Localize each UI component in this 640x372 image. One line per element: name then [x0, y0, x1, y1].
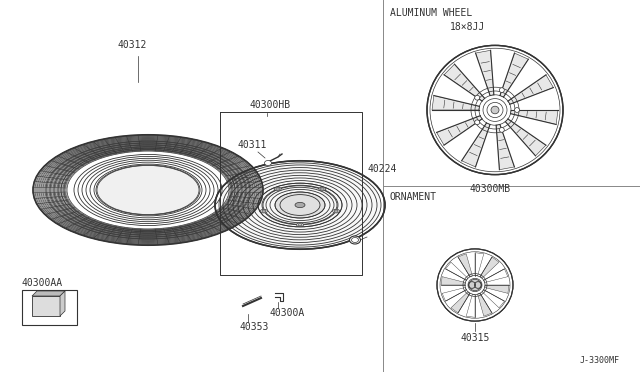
Ellipse shape	[262, 210, 266, 212]
Ellipse shape	[499, 88, 504, 93]
Polygon shape	[480, 257, 499, 278]
Text: 40300A: 40300A	[270, 308, 305, 318]
Polygon shape	[444, 119, 486, 161]
Ellipse shape	[349, 236, 360, 244]
Polygon shape	[466, 294, 475, 317]
Polygon shape	[477, 293, 492, 316]
Text: ALUMINUM WHEEL: ALUMINUM WHEEL	[390, 8, 472, 18]
Polygon shape	[506, 119, 546, 156]
Polygon shape	[442, 288, 467, 301]
Polygon shape	[482, 290, 504, 308]
Text: ORNAMENT: ORNAMENT	[390, 192, 437, 202]
Ellipse shape	[319, 187, 326, 191]
Text: 40353: 40353	[240, 322, 269, 332]
Polygon shape	[451, 292, 470, 313]
Polygon shape	[510, 87, 558, 110]
Ellipse shape	[97, 166, 199, 215]
Text: 40300MB: 40300MB	[469, 184, 511, 194]
Polygon shape	[508, 114, 556, 145]
Ellipse shape	[298, 224, 302, 226]
Polygon shape	[508, 75, 554, 104]
Ellipse shape	[321, 188, 324, 190]
Polygon shape	[491, 50, 515, 96]
Text: 40300AA: 40300AA	[22, 278, 63, 288]
Text: J-3300MF: J-3300MF	[580, 356, 620, 365]
Polygon shape	[484, 285, 509, 294]
Polygon shape	[461, 123, 490, 167]
Polygon shape	[434, 75, 482, 106]
Polygon shape	[432, 96, 479, 110]
Ellipse shape	[334, 210, 338, 212]
Polygon shape	[476, 50, 494, 96]
Ellipse shape	[295, 202, 305, 208]
Polygon shape	[445, 262, 468, 280]
Polygon shape	[454, 53, 490, 98]
Text: 18×8JJ: 18×8JJ	[450, 22, 485, 32]
Ellipse shape	[260, 209, 268, 213]
Ellipse shape	[275, 192, 325, 218]
Polygon shape	[32, 296, 60, 316]
Polygon shape	[458, 254, 472, 277]
Polygon shape	[475, 253, 484, 276]
Polygon shape	[60, 291, 65, 316]
Ellipse shape	[264, 160, 271, 166]
Polygon shape	[496, 125, 515, 170]
Ellipse shape	[469, 279, 481, 291]
Polygon shape	[32, 291, 65, 296]
Ellipse shape	[475, 120, 480, 125]
Text: 40312: 40312	[118, 40, 147, 50]
Bar	[22, 290, 77, 325]
Polygon shape	[436, 116, 482, 145]
Ellipse shape	[276, 188, 280, 190]
Ellipse shape	[475, 95, 480, 100]
Ellipse shape	[219, 163, 381, 247]
Text: 40300HB: 40300HB	[250, 100, 291, 110]
Text: 40315: 40315	[460, 333, 490, 343]
Text: 40224: 40224	[367, 164, 396, 174]
Ellipse shape	[296, 223, 303, 227]
Polygon shape	[504, 59, 546, 101]
Ellipse shape	[427, 45, 563, 174]
Polygon shape	[484, 269, 508, 283]
Text: 40311: 40311	[238, 140, 268, 150]
Polygon shape	[441, 277, 465, 285]
Ellipse shape	[333, 209, 340, 213]
Ellipse shape	[499, 128, 504, 132]
Polygon shape	[500, 53, 529, 97]
Ellipse shape	[33, 135, 263, 245]
Polygon shape	[476, 125, 499, 170]
Polygon shape	[511, 110, 558, 125]
Ellipse shape	[491, 106, 499, 114]
Polygon shape	[444, 64, 484, 101]
Ellipse shape	[515, 108, 520, 112]
Polygon shape	[432, 110, 480, 132]
Ellipse shape	[437, 249, 513, 321]
Ellipse shape	[274, 187, 281, 191]
Polygon shape	[500, 122, 536, 167]
